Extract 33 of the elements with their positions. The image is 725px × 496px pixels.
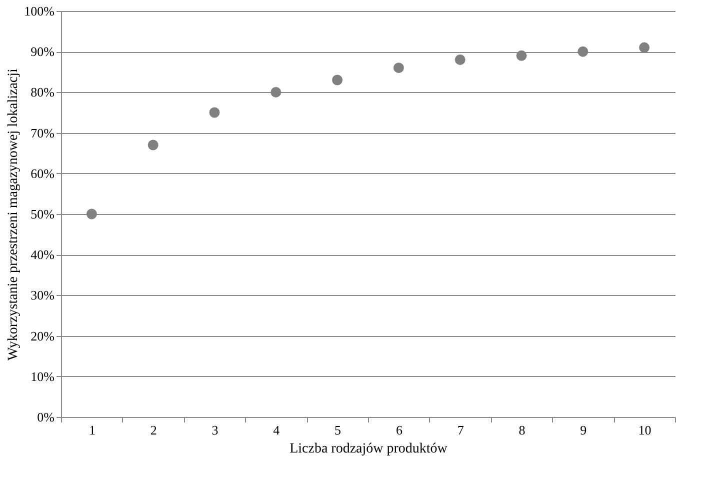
y-tick-label: 60%	[30, 166, 55, 181]
point	[578, 46, 588, 57]
x-tick-label: 8	[518, 422, 526, 438]
point	[393, 62, 404, 74]
y-tick-label: 20%	[30, 328, 55, 344]
x-tick-label: 6	[396, 422, 403, 438]
x-axis-title: Liczba rodzajów produktów	[290, 442, 448, 456]
point	[270, 86, 282, 98]
point	[209, 107, 220, 118]
x-tick-label: 4	[273, 422, 280, 438]
y-tick-label: 80%	[30, 84, 55, 100]
point	[148, 140, 158, 150]
point	[454, 54, 466, 65]
point	[516, 50, 527, 61]
x-tick-label: 10	[638, 422, 652, 438]
x-tick-label: 1	[88, 422, 96, 438]
y-tick-label: 100%	[24, 4, 55, 18]
point	[639, 42, 650, 53]
y-tick-label: 90%	[30, 44, 55, 60]
x-tick-label: 9	[580, 422, 587, 438]
y-tick-label: 40%	[30, 247, 55, 262]
y-tick-label: 50%	[30, 206, 55, 222]
y-axis-title: Wykorzystanie przestrzeni magazynowej lokalizacji	[6, 68, 22, 360]
y-tick-label: 70%	[30, 125, 55, 140]
y-tick-label: 0%	[37, 410, 55, 424]
x-tick-label: 5	[334, 422, 342, 438]
point	[332, 74, 343, 86]
point	[86, 208, 97, 220]
x-tick-label: 2	[150, 422, 157, 438]
x-tick-label: 7	[457, 422, 464, 438]
y-tick-label: 10%	[30, 368, 55, 384]
x-tick-label: 3	[212, 422, 218, 438]
y-tick-label: 30%	[30, 288, 55, 303]
